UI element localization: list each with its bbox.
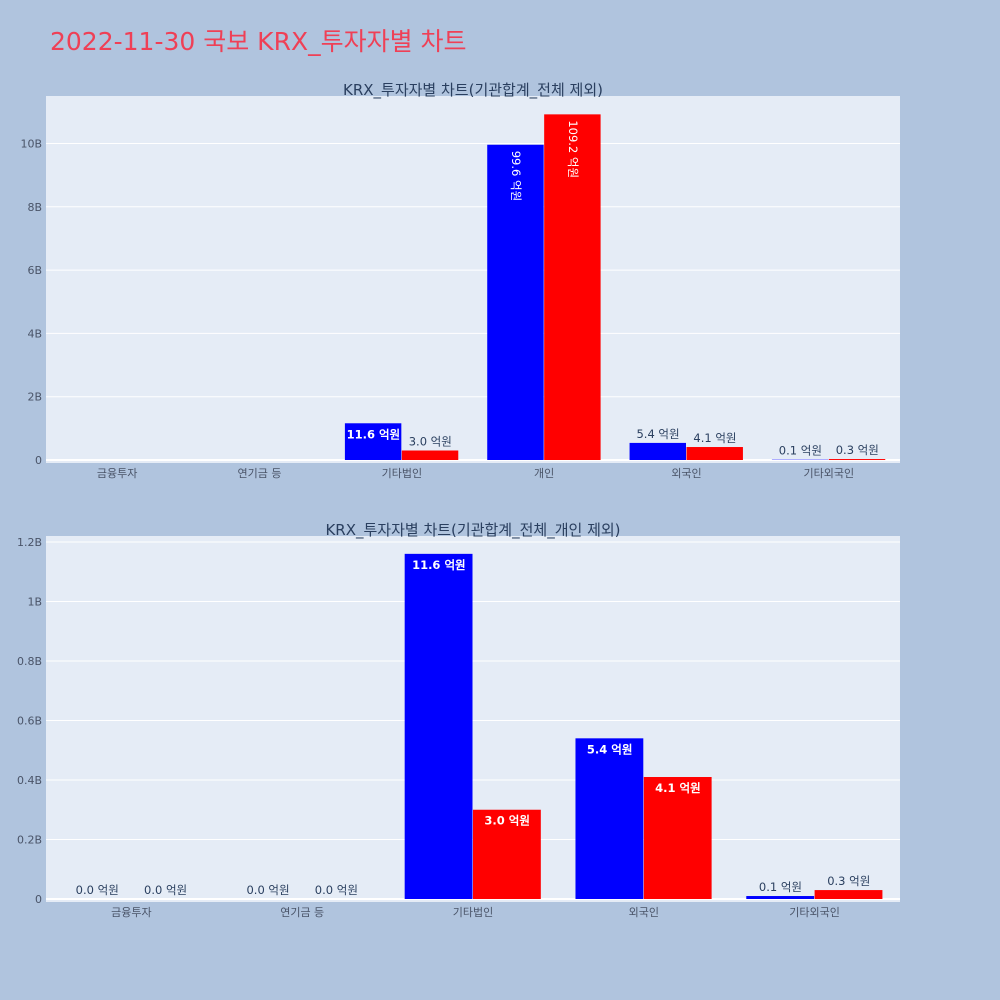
- chart-title: KRX_투자자별 차트(기관합계_전체_개인 제외): [325, 521, 620, 540]
- chart-2: 0 0.2B 0.4B 0.6B 0.8B 1B 1.2B KRX_투자자별 차트(기관합계_…: [17, 521, 900, 919]
- x-tick-label: 연기금 등: [280, 906, 324, 919]
- data-label: 0.0 억원: [144, 883, 187, 897]
- bar: [404, 553, 473, 899]
- data-label: 3.0 억원: [484, 814, 530, 828]
- x-tick-label: 금융투자: [111, 906, 151, 919]
- y-tick-label: 0.4B: [17, 774, 42, 787]
- y-tick-label: 2B: [27, 391, 42, 404]
- y-tick-label: 1B: [27, 595, 42, 608]
- x-tick-label: 기타법인: [382, 467, 422, 480]
- data-label: 5.4 억원: [636, 427, 679, 441]
- y-tick-label: 0.6B: [17, 714, 42, 727]
- y-tick-label: 0.8B: [17, 655, 42, 668]
- data-label: 11.6 억원: [412, 558, 466, 572]
- data-label: 99.6 억원: [509, 151, 523, 201]
- y-tick-label: 6B: [27, 264, 42, 277]
- data-label: 0.1 억원: [779, 444, 822, 458]
- y-tick-label: 4B: [27, 327, 42, 340]
- x-tick-label: 외국인: [671, 467, 701, 480]
- data-label: 4.1 억원: [693, 431, 736, 445]
- data-label: 0.0 억원: [76, 883, 119, 897]
- data-label: 0.3 억원: [836, 443, 879, 457]
- bar: [828, 459, 886, 460]
- data-label: 4.1 억원: [655, 781, 701, 795]
- x-tick-label: 연기금 등: [238, 467, 282, 480]
- bar: [473, 809, 541, 899]
- data-label: 109.2 억원: [566, 120, 580, 178]
- bar: [814, 890, 883, 899]
- chart-1: 0 2B 4B 6B 8B 10B KRX_투자자별 차트(기관합계_전체 제외) 금융투자 연…: [20, 81, 900, 480]
- y-tick-label: 0.2B: [17, 833, 42, 846]
- data-label: 0.0 억원: [315, 883, 358, 897]
- bar: [643, 777, 712, 899]
- bar: [686, 447, 743, 460]
- plot-area: [46, 96, 900, 463]
- chart-title: KRX_투자자별 차트(기관합계_전체 제외): [343, 81, 603, 100]
- data-label: 0.3 억원: [827, 874, 870, 888]
- y-tick-label: 10B: [20, 137, 42, 150]
- y-tick-label: 0: [35, 893, 42, 906]
- x-tick-label: 기타외국인: [804, 467, 855, 480]
- bar: [344, 423, 402, 460]
- y-tick-label: 1.2B: [17, 536, 42, 549]
- y-tick-label: 0: [35, 454, 42, 467]
- bar: [629, 442, 686, 460]
- bar: [487, 144, 544, 460]
- data-label: 11.6 억원: [347, 427, 401, 441]
- y-tick-label: 8B: [27, 201, 42, 214]
- x-tick-label: 외국인: [629, 906, 659, 919]
- bar: [746, 896, 815, 899]
- page-title: 2022-11-30 국보 KRX_투자자별 차트: [50, 27, 467, 56]
- bar: [544, 114, 601, 460]
- bar: [575, 738, 644, 899]
- x-tick-label: 기타외국인: [789, 906, 840, 919]
- data-label: 0.1 억원: [759, 880, 802, 894]
- data-label: 5.4 억원: [587, 742, 633, 756]
- x-tick-label: 개인: [534, 467, 554, 480]
- x-tick-label: 금융투자: [97, 467, 137, 480]
- data-label: 0.0 억원: [246, 883, 289, 897]
- data-label: 3.0 억원: [409, 435, 452, 449]
- bar: [401, 450, 459, 460]
- x-tick-label: 기타법인: [453, 906, 493, 919]
